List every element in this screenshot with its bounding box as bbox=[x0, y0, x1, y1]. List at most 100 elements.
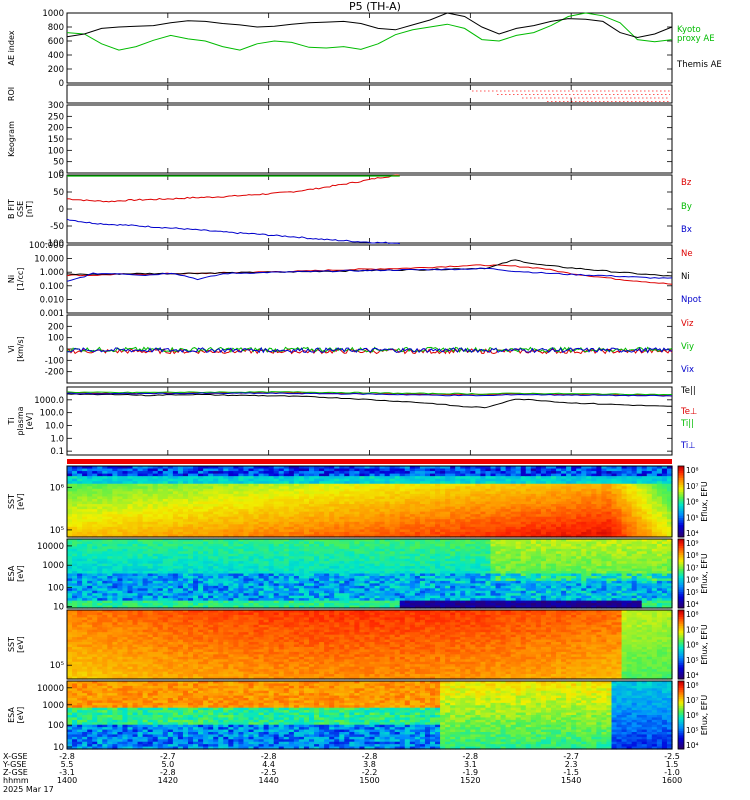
spectrogram-cell bbox=[263, 568, 270, 572]
colorbar-tick-label: 10⁷ bbox=[686, 482, 699, 491]
spectrogram-cell bbox=[67, 561, 73, 565]
spectrogram-cell bbox=[127, 486, 134, 490]
spectrogram-cell bbox=[117, 568, 124, 572]
spectrogram-cell bbox=[394, 526, 401, 530]
spectrogram-cell bbox=[566, 476, 572, 480]
spectrogram-cell bbox=[208, 573, 214, 577]
spectrogram-cell bbox=[193, 519, 199, 523]
spectrogram-cell bbox=[309, 476, 315, 480]
spectrogram-cell bbox=[409, 509, 416, 513]
spectrogram-cell bbox=[142, 501, 149, 505]
spectrogram-cell bbox=[364, 491, 371, 495]
spectrogram-cell bbox=[515, 466, 522, 470]
spectrogram-cell bbox=[646, 524, 653, 528]
spectrogram-cell bbox=[147, 598, 154, 602]
spectrogram-cell bbox=[142, 478, 149, 482]
spectrogram-cell bbox=[102, 539, 108, 543]
spectrogram-cell bbox=[112, 476, 119, 480]
spectrogram-cell bbox=[238, 605, 245, 609]
spectrogram-cell bbox=[505, 531, 512, 536]
spectrogram-cell bbox=[530, 493, 537, 498]
spectrogram-cell bbox=[193, 605, 199, 609]
spectrogram-cell bbox=[359, 501, 366, 505]
spectrogram-cell bbox=[228, 556, 234, 560]
spectrogram-cell bbox=[455, 511, 461, 515]
spectrogram-cell bbox=[586, 488, 592, 492]
spectrogram-cell bbox=[147, 509, 154, 513]
spectrogram-cell bbox=[641, 471, 648, 475]
spectrogram-cell bbox=[606, 466, 613, 470]
spectrogram-cell bbox=[450, 476, 456, 480]
spectrogram-cell bbox=[646, 471, 653, 475]
spectrogram-cell bbox=[354, 511, 361, 515]
spectrogram-cell bbox=[435, 488, 441, 492]
spectrogram-cell bbox=[223, 578, 229, 582]
spectrogram-cell bbox=[223, 516, 229, 520]
spectrogram-cell bbox=[581, 509, 587, 513]
spectrogram-cell bbox=[132, 506, 139, 510]
spectrogram-cell bbox=[92, 486, 98, 490]
spectrogram-cell bbox=[278, 588, 285, 592]
spectrogram-cell bbox=[193, 548, 199, 552]
spectrogram-cell bbox=[445, 481, 451, 485]
spectrogram-cell bbox=[626, 524, 633, 528]
spectrogram-cell bbox=[167, 568, 174, 572]
spectrogram-cell bbox=[238, 509, 245, 513]
spectrogram-cell bbox=[107, 595, 113, 599]
spectrogram-cell bbox=[243, 558, 250, 562]
spectrogram-cell bbox=[525, 511, 532, 515]
spectrogram-cell bbox=[626, 483, 633, 487]
spectrogram-cell bbox=[500, 524, 507, 528]
spectrogram-cell bbox=[646, 478, 653, 482]
spectrogram-cell bbox=[258, 558, 265, 562]
spectrogram-cell bbox=[551, 476, 557, 480]
spectrogram-cell bbox=[364, 529, 371, 533]
spectrogram-cell bbox=[656, 509, 663, 513]
spectrogram-cell bbox=[182, 478, 189, 482]
spectrogram-cell bbox=[213, 563, 219, 567]
spectrogram-cell bbox=[208, 553, 214, 557]
spectrogram-cell bbox=[465, 531, 471, 536]
spectrogram-cell bbox=[450, 486, 456, 490]
spectrogram-cell bbox=[309, 519, 315, 523]
spectrogram-cell bbox=[510, 534, 517, 538]
spectrogram-cell bbox=[303, 501, 310, 505]
spectrogram-cell bbox=[273, 516, 280, 520]
spectrogram-cell bbox=[611, 493, 618, 498]
spectrogram-cell bbox=[460, 498, 466, 503]
spectrogram-cell bbox=[203, 590, 209, 594]
spectrogram-cell bbox=[419, 529, 426, 533]
spectrogram-cell bbox=[485, 478, 492, 482]
spectrogram-cell bbox=[107, 548, 113, 552]
spectrogram-cell bbox=[329, 514, 335, 518]
spectrogram-cell bbox=[319, 476, 325, 480]
spectrogram-cell bbox=[182, 580, 189, 584]
spectrogram-cell bbox=[213, 506, 219, 510]
spectrogram-cell bbox=[188, 483, 194, 487]
spectrogram-cell bbox=[424, 521, 431, 525]
spectrogram-cell bbox=[535, 486, 542, 490]
legend-temperature: Ti⊥ bbox=[680, 441, 696, 451]
spectrogram-cell bbox=[177, 511, 184, 515]
spectrogram-cell bbox=[77, 583, 83, 587]
spectrogram-cell bbox=[268, 491, 275, 495]
spectrogram-cell bbox=[424, 526, 431, 530]
spectrogram-cell bbox=[480, 504, 487, 508]
spectrogram-cell bbox=[198, 590, 204, 594]
spectrogram-cell bbox=[258, 585, 265, 589]
spectrogram-cell bbox=[576, 488, 582, 492]
spectrogram-cell bbox=[394, 478, 401, 482]
spectrogram-cell bbox=[157, 580, 164, 584]
spectrogram-cell bbox=[475, 519, 482, 523]
spectrogram-cell bbox=[495, 511, 502, 515]
spectrogram-cell bbox=[188, 529, 194, 533]
spectrogram-cell bbox=[515, 511, 522, 515]
spectrogram-cell bbox=[157, 521, 164, 525]
spectrogram-cell bbox=[92, 478, 98, 482]
spectrogram-cell bbox=[137, 498, 144, 503]
spectrogram-cell bbox=[193, 588, 199, 592]
spectrogram-cell bbox=[97, 605, 103, 609]
spectrogram-cell bbox=[172, 598, 179, 602]
colorbar-cell bbox=[678, 496, 684, 500]
spectrogram-cell bbox=[273, 519, 280, 523]
